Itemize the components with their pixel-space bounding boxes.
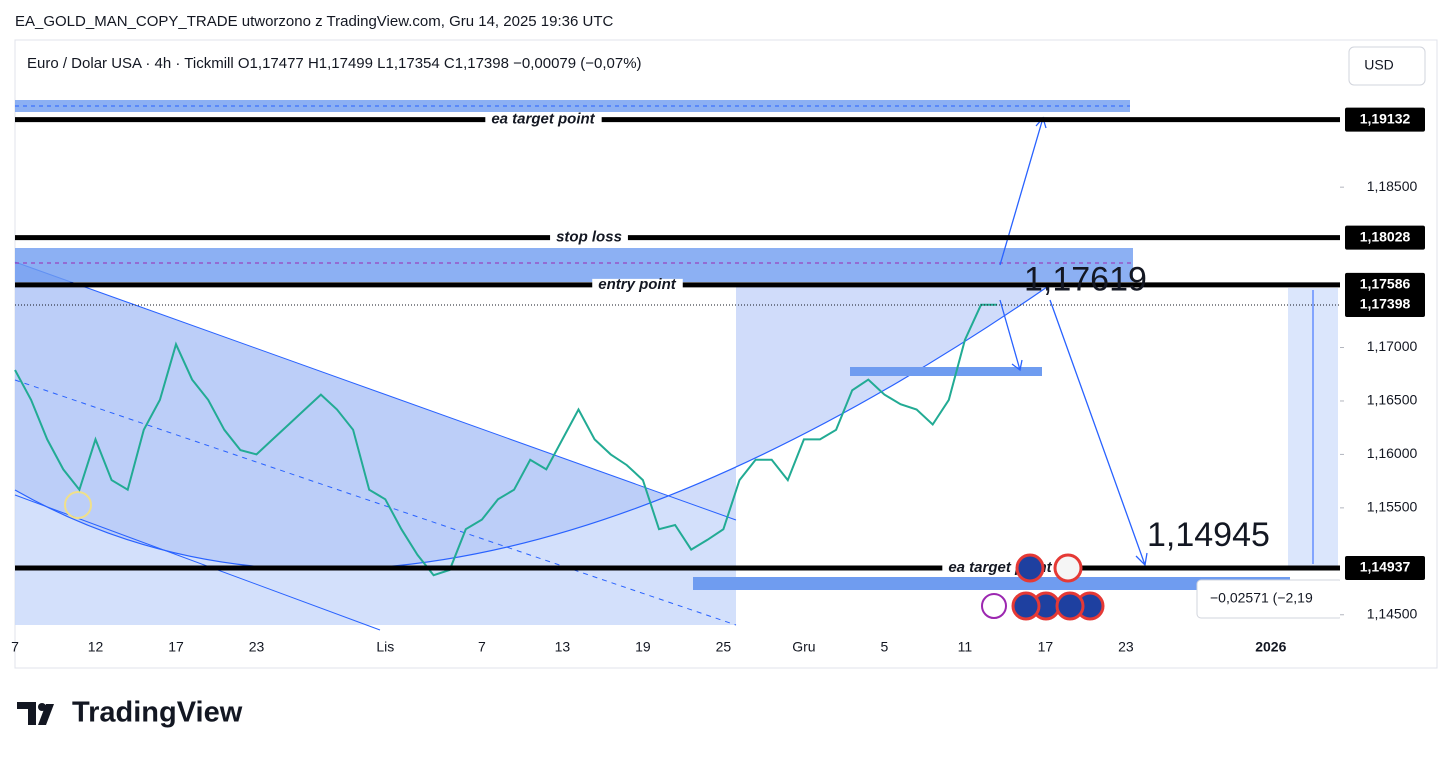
price-badge-label: 1,14937 — [1360, 559, 1411, 575]
x-tick-label: 5 — [881, 639, 889, 655]
highlight — [64, 491, 92, 519]
x-tick-label: 7 — [11, 639, 19, 655]
level-name: entry point — [598, 276, 677, 293]
level-name-bg — [592, 278, 683, 291]
price-badge-label: 1,17586 — [1360, 276, 1411, 292]
y-tick-label: 1,15500 — [1367, 499, 1418, 515]
x-tick-label: 17 — [1038, 639, 1054, 655]
x-tick-label: 19 — [635, 639, 651, 655]
price-line — [14, 303, 998, 577]
x-tick-label: 2026 — [1255, 639, 1286, 655]
price-annotation: 1,14945 — [1147, 516, 1270, 554]
curve — [14, 284, 1051, 571]
small-zone — [850, 367, 1042, 376]
x-tick-label: 23 — [1118, 639, 1134, 655]
x-tick-label: Gru — [792, 639, 815, 655]
brand: TradingView — [72, 697, 243, 729]
price-badge — [1345, 225, 1425, 250]
arrow-down — [999, 299, 1023, 372]
event-icon — [1053, 553, 1083, 583]
x-tick-label: Lis — [376, 639, 394, 655]
currency-button[interactable] — [1348, 46, 1426, 86]
y-tick-label: 1,14500 — [1367, 605, 1418, 621]
channel-mid — [14, 379, 737, 626]
logo: TradingView — [17, 697, 243, 729]
level-name: stop loss — [556, 229, 622, 246]
event-icon — [1055, 591, 1085, 621]
x-tick-label: 11 — [958, 639, 973, 655]
price-badge — [1345, 107, 1425, 132]
event-icons — [981, 553, 1105, 621]
bottom-zone — [693, 577, 1290, 590]
entry-zone — [15, 248, 1133, 282]
x-tick-label: 17 — [168, 639, 184, 655]
currency: USD — [1364, 57, 1394, 73]
event-icon — [981, 593, 1007, 619]
price-badge-label: 1,18028 — [1360, 228, 1411, 244]
logo-dot — [38, 703, 46, 711]
x-tick-label: 13 — [555, 639, 571, 655]
measure-label: −0,02571 (−2,19 — [1210, 590, 1313, 606]
y-tick-label: 1,16000 — [1367, 445, 1418, 461]
level-name-bg — [550, 231, 628, 244]
event-icon — [1015, 553, 1045, 583]
drawings — [14, 100, 1338, 631]
level-name: ea target point — [491, 111, 595, 128]
price-badge — [1345, 556, 1425, 581]
chart-title: Euro / Dolar USA · 4h · Tickmill O1,1747… — [27, 55, 642, 72]
curve-fill — [15, 262, 1050, 570]
header: EA_GOLD_MAN_COPY_TRADE utworzono z Tradi… — [15, 13, 613, 30]
arrow-target — [1049, 299, 1148, 567]
y-tick-label: 1,17000 — [1367, 338, 1418, 354]
x-tick-label: 12 — [88, 639, 104, 655]
price-badge-label: 1,17398 — [1360, 296, 1411, 312]
event-icon — [1011, 591, 1041, 621]
target-zone — [15, 100, 1130, 112]
level-name-bg — [485, 113, 602, 126]
price-badge — [1345, 292, 1425, 317]
y-tick-label: 1,18500 — [1367, 178, 1418, 194]
x-tick-label: 25 — [716, 639, 732, 655]
x-tick-label: 23 — [249, 639, 265, 655]
logo-mark — [17, 702, 54, 725]
price-annotation: 1,17619 — [1024, 260, 1147, 298]
y-tick-label: 1,16500 — [1367, 392, 1418, 408]
x-tick-label: 7 — [478, 639, 486, 655]
price-badge — [1345, 272, 1425, 297]
price-badge-label: 1,19132 — [1360, 110, 1411, 126]
